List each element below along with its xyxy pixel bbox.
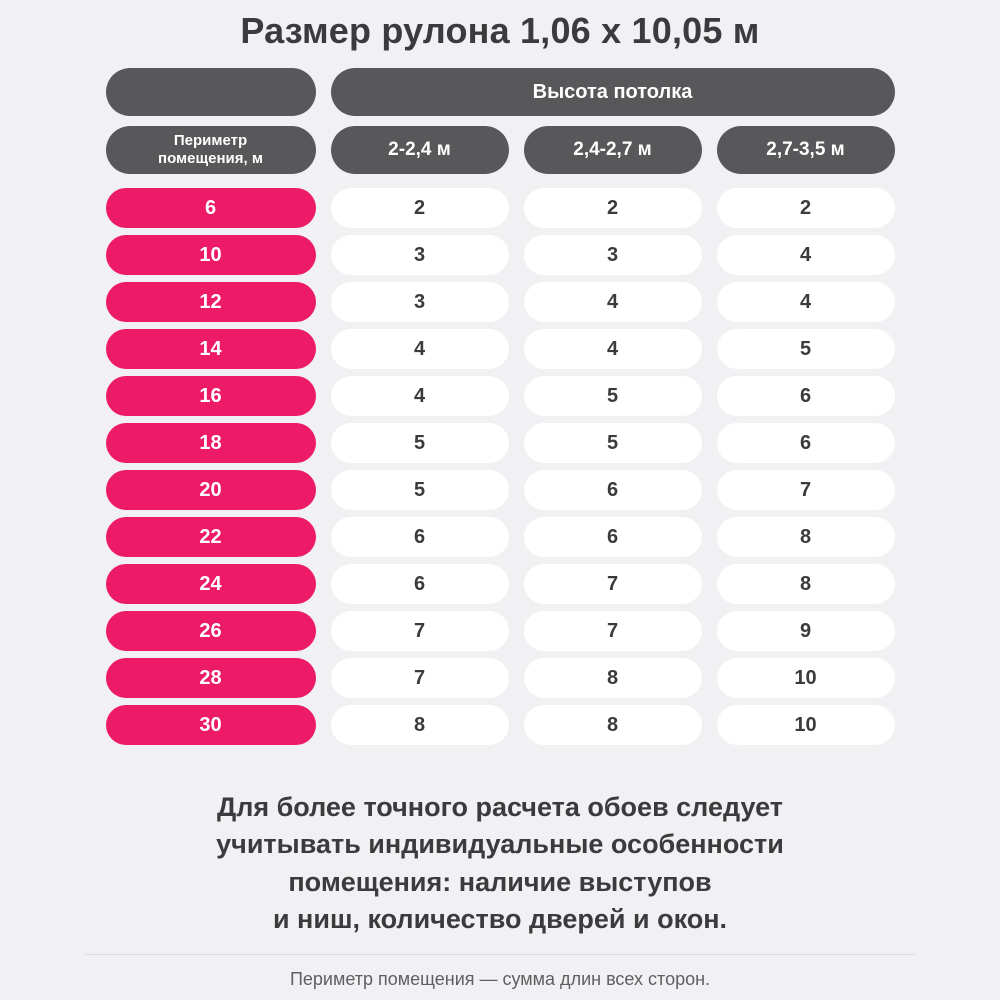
perimeter-pill: 12 <box>105 282 316 322</box>
table-row: 26 7 7 9 <box>105 611 895 651</box>
perimeter-pill: 6 <box>105 188 316 228</box>
roll-count-cell: 5 <box>523 423 702 463</box>
roll-count-cell: 6 <box>330 564 509 604</box>
roll-count-cell: 7 <box>523 611 702 651</box>
roll-count-cell: 7 <box>330 658 509 698</box>
roll-count-cell: 5 <box>716 329 895 369</box>
table-group-header-row: Высота потолка <box>105 68 895 116</box>
roll-count-cell: 7 <box>716 470 895 510</box>
roll-count-cell: 5 <box>523 376 702 416</box>
perimeter-column-header: Периметр помещения, м <box>105 126 316 174</box>
perimeter-pill: 26 <box>105 611 316 651</box>
roll-count-cell: 4 <box>716 282 895 322</box>
roll-count-cell: 8 <box>523 705 702 745</box>
roll-count-cell: 7 <box>523 564 702 604</box>
perimeter-pill: 14 <box>105 329 316 369</box>
perimeter-pill: 24 <box>105 564 316 604</box>
ceiling-height-header: Высота потолка <box>330 68 895 116</box>
divider <box>85 954 915 955</box>
roll-count-cell: 4 <box>330 329 509 369</box>
roll-count-cell: 4 <box>716 235 895 275</box>
table-row: 16 4 5 6 <box>105 376 895 416</box>
roll-count-cell: 6 <box>523 470 702 510</box>
roll-count-cell: 7 <box>330 611 509 651</box>
footer-note: Для более точного расчета обоев следует … <box>216 792 784 934</box>
roll-count-cell: 3 <box>330 235 509 275</box>
roll-count-cell: 2 <box>523 188 702 228</box>
roll-count-cell: 8 <box>716 517 895 557</box>
column-header-24-27: 2,4-2,7 м <box>523 126 702 174</box>
roll-count-cell: 8 <box>523 658 702 698</box>
roll-count-cell: 2 <box>330 188 509 228</box>
column-header-2-24: 2-2,4 м <box>330 126 509 174</box>
table-body: 6 2 2 2 10 3 3 4 12 3 4 4 14 4 4 5 16 4 5 6 18 5 5 6 20 5 6 7 22 6 6 8 2… <box>105 188 895 745</box>
page-title: Размер рулона 1,06 х 10,05 м <box>240 10 760 51</box>
table-row: 12 3 4 4 <box>105 282 895 322</box>
roll-count-cell: 8 <box>330 705 509 745</box>
table-row: 18 5 5 6 <box>105 423 895 463</box>
table-row: 10 3 3 4 <box>105 235 895 275</box>
roll-count-cell: 6 <box>716 423 895 463</box>
roll-count-cell: 4 <box>523 329 702 369</box>
column-header-27-35: 2,7-3,5 м <box>716 126 895 174</box>
roll-count-cell: 6 <box>716 376 895 416</box>
corner-pill <box>105 68 316 116</box>
roll-count-cell: 8 <box>716 564 895 604</box>
roll-count-cell: 4 <box>330 376 509 416</box>
roll-count-cell: 3 <box>330 282 509 322</box>
perimeter-pill: 16 <box>105 376 316 416</box>
perimeter-pill: 10 <box>105 235 316 275</box>
roll-count-cell: 10 <box>716 658 895 698</box>
roll-count-table: Высота потолка Периметр помещения, м 2-2… <box>105 68 895 745</box>
table-row: 22 6 6 8 <box>105 517 895 557</box>
perimeter-pill: 30 <box>105 705 316 745</box>
roll-count-cell: 4 <box>523 282 702 322</box>
roll-count-cell: 10 <box>716 705 895 745</box>
table-row: 14 4 4 5 <box>105 329 895 369</box>
roll-count-cell: 5 <box>330 423 509 463</box>
perimeter-pill: 22 <box>105 517 316 557</box>
perimeter-pill: 20 <box>105 470 316 510</box>
table-column-header-row: Периметр помещения, м 2-2,4 м 2,4-2,7 м … <box>105 126 895 174</box>
roll-count-cell: 6 <box>330 517 509 557</box>
roll-count-cell: 5 <box>330 470 509 510</box>
table-row: 20 5 6 7 <box>105 470 895 510</box>
roll-count-cell: 2 <box>716 188 895 228</box>
roll-count-cell: 9 <box>716 611 895 651</box>
table-row: 24 6 7 8 <box>105 564 895 604</box>
perimeter-pill: 28 <box>105 658 316 698</box>
table-row: 30 8 8 10 <box>105 705 895 745</box>
perimeter-definition-caption: Периметр помещения — сумма длин всех сто… <box>289 969 711 989</box>
roll-count-cell: 6 <box>523 517 702 557</box>
perimeter-pill: 18 <box>105 423 316 463</box>
table-row: 28 7 8 10 <box>105 658 895 698</box>
roll-count-cell: 3 <box>523 235 702 275</box>
